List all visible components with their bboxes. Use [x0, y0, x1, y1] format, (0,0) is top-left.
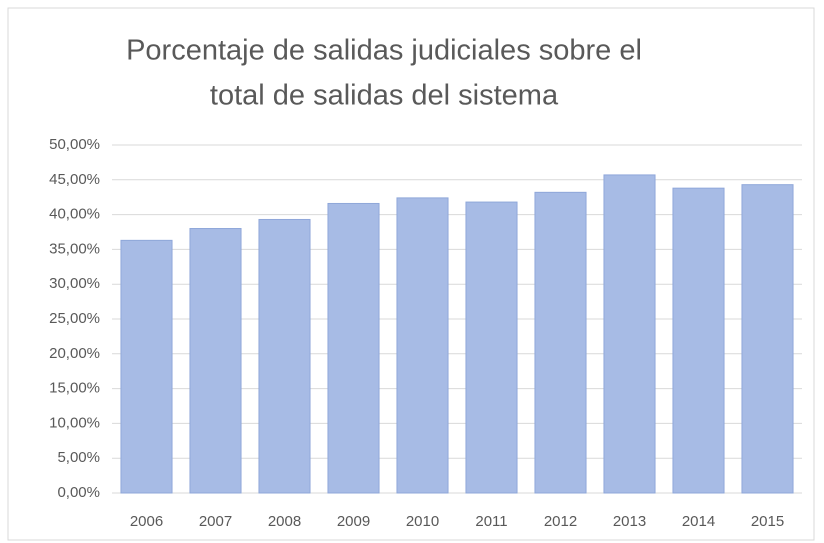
y-tick-label: 15,00%	[49, 380, 100, 397]
y-tick-label: 30,00%	[49, 275, 100, 292]
chart-title: total de salidas del sistema	[210, 80, 559, 112]
y-tick-label: 10,00%	[49, 414, 100, 431]
bar	[189, 228, 242, 494]
y-tick-label: 45,00%	[49, 171, 100, 188]
y-tick-label: 40,00%	[49, 206, 100, 223]
x-tick-label: 2006	[130, 513, 163, 530]
y-tick-label: 25,00%	[49, 310, 100, 327]
x-tick-label: 2015	[751, 513, 784, 530]
x-tick-label: 2007	[199, 513, 232, 530]
bar	[672, 187, 725, 494]
x-tick-label: 2012	[544, 513, 577, 530]
bar	[741, 184, 794, 494]
bar	[327, 202, 380, 494]
bar	[396, 197, 449, 494]
x-tick-label: 2010	[406, 513, 439, 530]
chart-title: Porcentaje de salidas judiciales sobre e…	[126, 35, 642, 67]
y-tick-label: 35,00%	[49, 240, 100, 257]
y-tick-label: 5,00%	[57, 449, 100, 466]
bar	[603, 174, 656, 494]
x-tick-label: 2011	[475, 513, 507, 530]
x-tick-label: 2013	[613, 513, 646, 530]
bar	[258, 218, 311, 494]
bar	[465, 201, 518, 494]
x-tick-label: 2014	[682, 513, 715, 530]
x-tick-label: 2009	[337, 513, 370, 530]
y-tick-label: 20,00%	[49, 345, 100, 362]
bar	[120, 239, 173, 494]
y-tick-label: 0,00%	[57, 484, 100, 501]
bar	[534, 191, 587, 494]
x-tick-label: 2008	[268, 513, 301, 530]
y-tick-label: 50,00%	[49, 136, 100, 153]
